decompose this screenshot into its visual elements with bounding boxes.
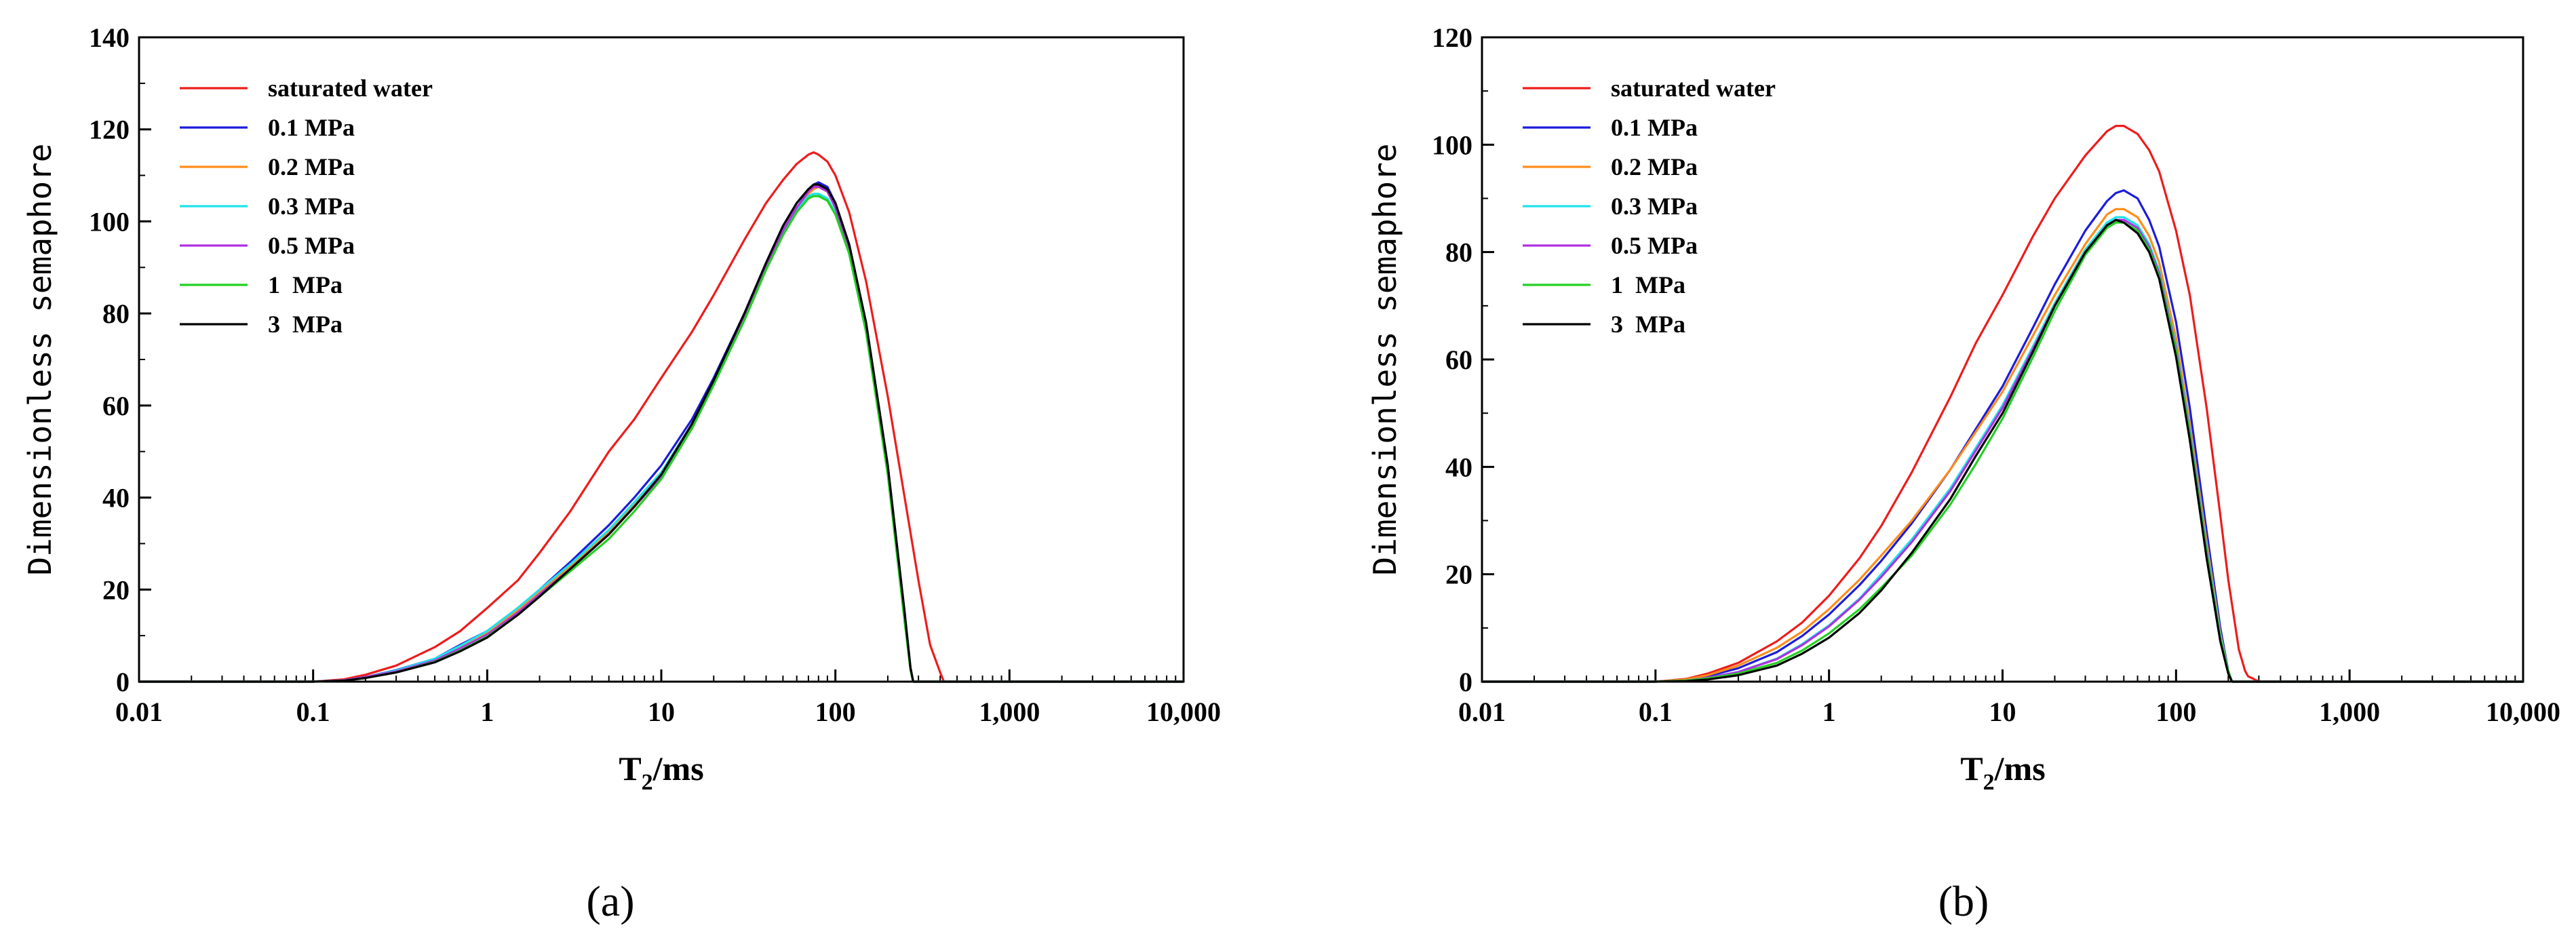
y-axis-title: Dimensionless semaphore — [22, 144, 58, 576]
y-tick-label: 40 — [102, 483, 130, 513]
legend-label: 3 MPa — [1611, 311, 1685, 338]
legend-label: 1 MPa — [268, 271, 343, 298]
legend: saturated water 0.1 MPa 0.2 MPa 0.3 MPa 0.5 … — [180, 75, 433, 338]
series-line — [1482, 218, 2523, 683]
x-tick-label: 1,000 — [979, 697, 1040, 727]
legend-label: 0.5 MPa — [268, 232, 355, 259]
legend-label: 0.3 MPa — [1611, 193, 1698, 220]
y-tick-label: 80 — [102, 298, 130, 329]
x-tick-label: 0.01 — [115, 697, 163, 727]
y-tick-label: 60 — [1445, 345, 1472, 375]
panel-label-a: (a) — [586, 877, 634, 925]
legend-label: saturated water — [268, 75, 433, 102]
x-tick-label: 10,000 — [2486, 697, 2560, 727]
x-tick-label: 1,000 — [2319, 697, 2380, 727]
legend-label: 0.2 MPa — [268, 153, 355, 180]
x-tick-label: 0.1 — [1639, 697, 1673, 727]
x-tick-label: 0.1 — [296, 697, 330, 727]
legend-label: 0.1 MPa — [1611, 114, 1698, 141]
series-lines — [1482, 125, 2523, 683]
legend-label: 1 MPa — [1611, 271, 1685, 298]
series-line — [139, 195, 1184, 683]
legend: saturated water 0.1 MPa 0.2 MPa 0.3 MPa 0.5 … — [1523, 75, 1776, 338]
y-tick-labels: 0 20 40 60 80 100 120 140 — [89, 22, 130, 697]
series-line — [139, 193, 1184, 683]
x-tick-label: 100 — [2155, 697, 2196, 727]
series-line — [1482, 125, 2523, 683]
y-tick-label: 120 — [89, 115, 130, 145]
series-lines — [139, 151, 1184, 683]
legend-label: saturated water — [1611, 75, 1776, 102]
y-axis-title: Dimensionless semaphore — [1367, 144, 1403, 576]
y-tick-label: 20 — [1445, 560, 1472, 590]
x-tick-label: 1 — [480, 697, 494, 727]
y-tick-labels: 0 20 40 60 80 100 120 — [1432, 22, 1472, 697]
legend-label: 3 MPa — [268, 311, 343, 338]
y-tick-label: 60 — [102, 391, 130, 421]
series-line — [139, 183, 1184, 683]
y-tick-label: 140 — [89, 22, 130, 53]
x-axis-title: T2/ms — [619, 749, 703, 795]
x-tick-labels: 0.01 0.1 1 10 100 1,000 10,000 — [1458, 697, 2560, 727]
series-line — [139, 185, 1184, 683]
y-tick-label: 100 — [89, 206, 130, 237]
x-tick-label: 0.01 — [1458, 697, 1506, 727]
chart-panel-b: 0.01 0.1 1 10 100 1,000 10,000 0 20 40 60 80 100 120… — [1367, 22, 2560, 925]
legend-label: 0.3 MPa — [268, 193, 355, 220]
x-tick-labels: 0.01 0.1 1 10 100 1,000 10,000 — [115, 697, 1221, 727]
y-tick-label: 40 — [1445, 452, 1472, 482]
panel-label-b: (b) — [1938, 877, 1989, 925]
x-tick-label: 10 — [1989, 697, 2016, 727]
legend-label: 0.5 MPa — [1611, 232, 1698, 259]
legend-label: 0.1 MPa — [268, 114, 355, 141]
y-tick-label: 0 — [116, 667, 130, 697]
y-tick-label: 0 — [1459, 667, 1472, 697]
y-tick-label: 80 — [1445, 237, 1472, 268]
series-line — [139, 151, 1184, 683]
series-line — [1482, 189, 2523, 683]
legend-label: 0.2 MPa — [1611, 153, 1698, 180]
y-tick-label: 120 — [1432, 22, 1472, 53]
x-tick-label: 10 — [648, 697, 675, 727]
x-axis-title: T2/ms — [1960, 749, 2045, 795]
y-tick-label: 100 — [1432, 130, 1472, 160]
x-tick-label: 10,000 — [1146, 697, 1221, 727]
chart-panel-a: 0.01 0.1 1 10 100 1,000 10,000 0 20 40 60 80 100 120… — [22, 22, 1221, 925]
y-tick-label: 20 — [102, 574, 130, 605]
series-line — [139, 185, 1184, 683]
x-tick-label: 1 — [1822, 697, 1836, 727]
x-tick-label: 100 — [815, 697, 856, 727]
